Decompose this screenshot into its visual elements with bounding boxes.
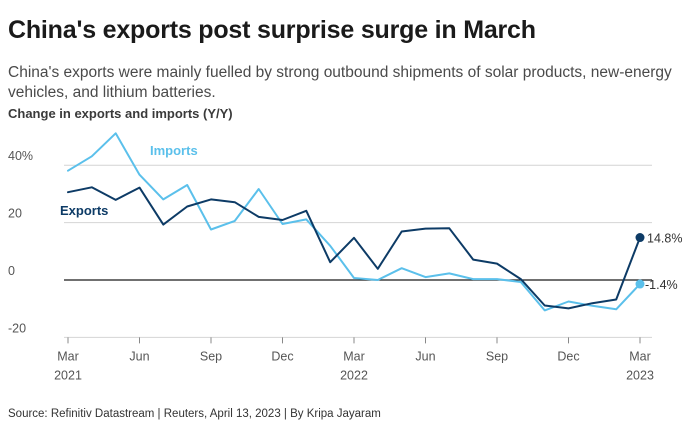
- y-tick-label: -20: [8, 321, 26, 335]
- end-point-imports: [635, 279, 645, 289]
- x-tick-label: Sep: [200, 349, 222, 363]
- x-tick-label: Jun: [415, 349, 435, 363]
- series-label-imports: Imports: [150, 143, 198, 158]
- end-value-label-imports: -1.4%: [645, 278, 678, 292]
- page-subtitle: China's exports were mainly fuelled by s…: [8, 64, 672, 101]
- series-line-exports: [67, 186, 641, 310]
- source-note: Source: Refinitiv Datastream | Reuters, …: [8, 408, 381, 420]
- x-tick-label: Mar: [343, 349, 365, 363]
- x-tick-label: Mar: [57, 349, 79, 363]
- x-tick-label: Mar: [629, 349, 651, 363]
- x-tick-label: Sep: [486, 349, 508, 363]
- x-tick-year-label: 2023: [626, 368, 654, 382]
- x-tick-label: Dec: [271, 349, 293, 363]
- line-chart: 40% 20 0 -20 Mar 2021 Jun Sep Dec Mar 2022 Jun Sep De…: [8, 132, 682, 382]
- x-tick-year-label: 2022: [340, 368, 368, 382]
- x-tick-year-label: 2021: [54, 368, 82, 382]
- chart-title: Change in exports and imports (Y/Y): [8, 106, 233, 121]
- end-point-exports: [635, 233, 645, 243]
- y-tick-label: 40%: [8, 149, 33, 163]
- end-value-label-exports: 14.8%: [647, 232, 682, 246]
- series-label-exports: Exports: [60, 203, 108, 218]
- y-tick-label: 20: [8, 207, 22, 221]
- y-tick-label: 0: [8, 264, 15, 278]
- x-tick-label: Dec: [557, 349, 579, 363]
- x-tick-label: Jun: [129, 349, 149, 363]
- series-line-imports: [67, 132, 641, 312]
- page-title: China's exports post surprise surge in M…: [8, 16, 536, 44]
